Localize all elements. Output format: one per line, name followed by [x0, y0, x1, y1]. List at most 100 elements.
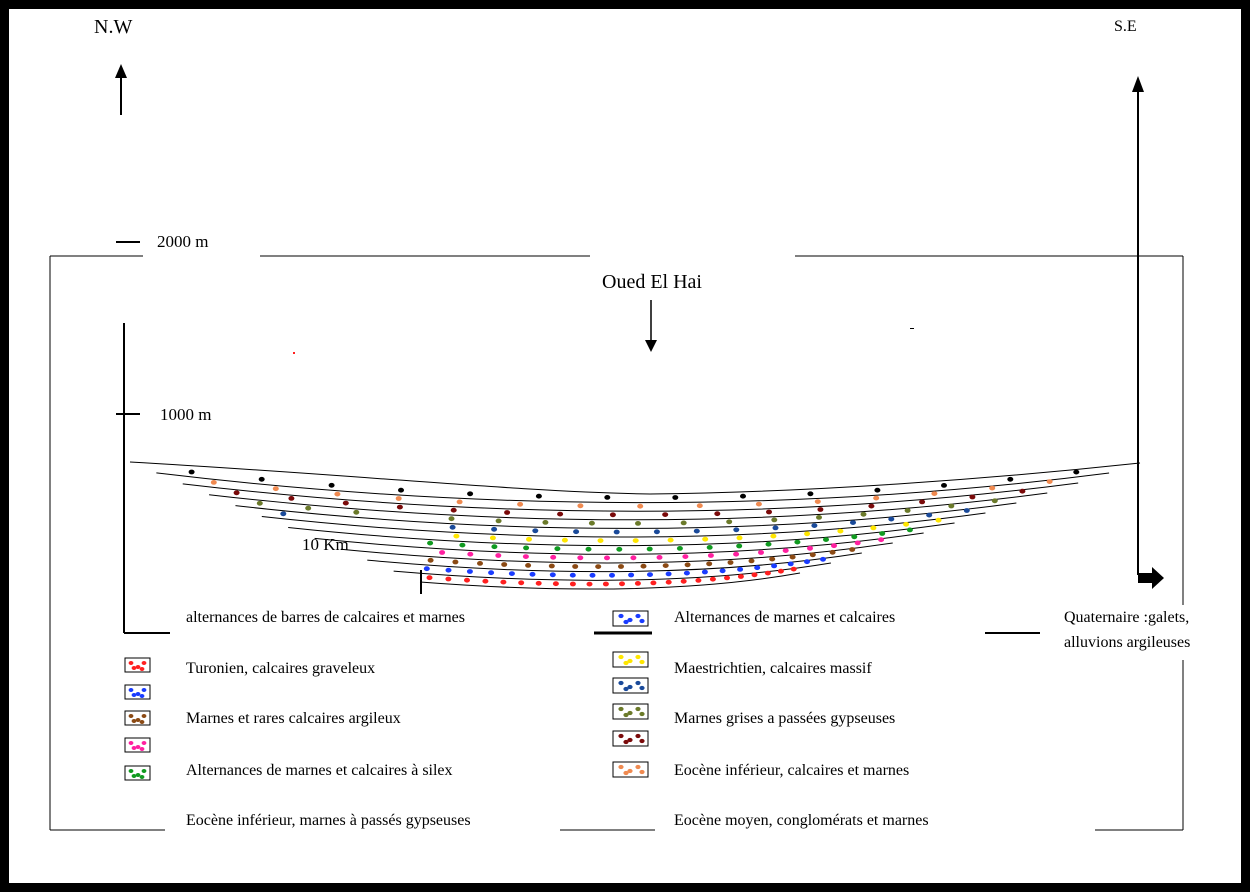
stratum-dot [495, 553, 502, 558]
stratum-dot [926, 512, 933, 518]
stratum-dot [727, 560, 734, 565]
legend-right-label-line1: Quaternaire :galets, [1064, 609, 1190, 627]
stratum-dot [736, 543, 743, 549]
stratum-dot [706, 561, 713, 567]
stratum-dot [585, 546, 592, 552]
stratum-dot [535, 493, 542, 499]
stratum-dot [724, 575, 730, 581]
stratum-dot [771, 563, 778, 569]
stratum-dot [569, 581, 576, 587]
legend-swatches [124, 610, 652, 781]
legend-middle-label-1: Alternances de marnes et calcaires [674, 609, 896, 627]
quaternary-pointer-arrow [1138, 567, 1164, 589]
stratum-dot [334, 491, 341, 497]
stratum-dot [851, 534, 858, 540]
stratum-dot [695, 578, 702, 583]
stratum-dot [518, 580, 525, 586]
stratum-dot [396, 504, 403, 510]
stratum-dot [353, 509, 360, 515]
legend-swatch [612, 651, 649, 668]
stratum-dot [517, 501, 524, 507]
stratum-dot [736, 535, 743, 541]
stratum-dot [589, 572, 596, 578]
stratum-dot [561, 537, 568, 543]
stratum-dot [467, 491, 474, 497]
stratum-dot [526, 536, 532, 542]
stratum-dot [569, 572, 576, 578]
stratum-dot [707, 553, 714, 558]
stratum-dot [501, 562, 508, 567]
stratum-dot [525, 563, 532, 568]
stratum-dot [395, 496, 402, 501]
legend-swatch [124, 710, 151, 726]
stratum-dot [667, 537, 674, 543]
stratum-dot [445, 567, 452, 573]
nw-direction-label: N.W [94, 16, 133, 39]
stratum-dot [733, 551, 740, 557]
stratum-dot [684, 562, 691, 568]
legend-swatch [612, 730, 649, 747]
stratum-dot [809, 552, 816, 558]
stratum-dot [969, 494, 976, 500]
stratum-dot [557, 511, 564, 517]
stratum-dot [522, 554, 529, 559]
stratum-dot [682, 554, 689, 559]
stratum-dot [764, 570, 771, 576]
stratum-dot [604, 495, 611, 500]
stratum-dot [935, 517, 942, 523]
stratum-dot [635, 521, 641, 526]
stratum-dot [873, 495, 880, 501]
nw-arrowhead [115, 64, 127, 78]
stratum-dot [765, 541, 772, 547]
stratum-dot [726, 519, 733, 525]
stratum-dot [398, 487, 404, 493]
stratum-dot [702, 536, 709, 542]
stratum-dot [814, 499, 821, 504]
stratum-dot [782, 548, 789, 553]
stratum-dot [879, 531, 886, 536]
stratum-dot [662, 512, 669, 517]
stratum-dot [766, 509, 772, 515]
stratum-dot [233, 490, 240, 496]
stratum-dot [609, 572, 615, 578]
legend-swatch [124, 737, 151, 753]
stratum-dot [640, 563, 647, 569]
legend-swatch [612, 703, 649, 720]
legend-right-label-line2: alluvions argileuses [1064, 634, 1191, 652]
stratum-dot [860, 511, 867, 517]
stratum-dot [849, 547, 856, 552]
stratum-dot [906, 527, 913, 533]
stratum-dot [676, 546, 683, 551]
stratum-dot [831, 543, 837, 549]
stratum-dot [280, 511, 287, 517]
stratum-dot [787, 561, 794, 567]
se-arrowhead [1132, 76, 1144, 92]
stratum-dot [919, 499, 926, 505]
stratum-dot [823, 537, 829, 542]
stratum-dot [427, 540, 434, 546]
stratum-dot [618, 564, 624, 569]
stratum-boundary [261, 512, 986, 538]
stratum-dot [459, 542, 466, 548]
stratum-dot [777, 568, 784, 574]
stratum-dot [680, 578, 687, 584]
stratum-dot [342, 500, 349, 506]
stratum-boundary [156, 472, 1110, 504]
stratum-dot [552, 581, 559, 587]
stratum-dot [573, 529, 580, 535]
stratum-dot [656, 555, 663, 560]
stratum-dot [450, 507, 457, 513]
stratum-boundary [419, 572, 801, 590]
legend-swatch [612, 677, 649, 694]
stratum-dot [770, 533, 777, 539]
stratum-dot [672, 495, 679, 500]
stratum-dot [453, 533, 460, 539]
stratum-dot [328, 482, 335, 488]
stratum-dot [491, 526, 498, 532]
stratum-dot [210, 480, 217, 485]
stratum-dot [701, 569, 708, 575]
stratum-dot [1073, 469, 1080, 475]
stratum-dot [870, 525, 877, 531]
stratum-dot [665, 571, 672, 577]
stratum-dot [535, 580, 542, 586]
